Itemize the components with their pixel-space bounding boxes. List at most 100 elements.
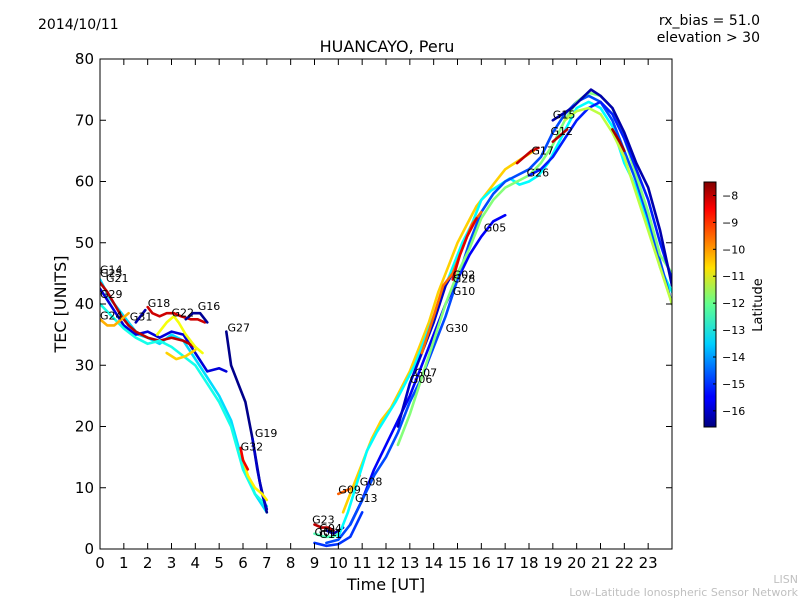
y-axis: 0 10 20 30 40 50 60 70 80 [75, 50, 672, 558]
series-line-g13 [337, 100, 672, 539]
y-tick-label: 30 [75, 356, 94, 374]
x-tick-label: 6 [238, 554, 248, 572]
satellite-label-g31: G31 [130, 311, 153, 324]
elevation-label: elevation > 30 [656, 30, 760, 46]
series-line-g19 [251, 437, 269, 511]
rx-bias-label: rx_bias = 51.0 [658, 13, 760, 29]
meta-block: rx_bias = 51.0 elevation > 30 [657, 13, 760, 47]
x-tick-label: 9 [310, 554, 320, 572]
satellite-label-g13: G13 [355, 492, 378, 505]
satellite-label-g19: G19 [255, 427, 278, 440]
y-tick-label: 40 [75, 295, 94, 313]
y-tick-label: 50 [75, 234, 94, 252]
x-tick-label: 20 [567, 554, 586, 572]
series-line-g17 [515, 146, 540, 165]
series-line-g15 [551, 88, 672, 287]
series-line-g10 [420, 210, 483, 355]
date-label: 2014/10/11 [38, 17, 119, 33]
x-tick-label: 1 [119, 554, 129, 572]
satellite-label-g25: G25 [100, 267, 123, 280]
satellite-label-g24: G24 [100, 309, 123, 322]
colorbar-tick-label: −12 [722, 297, 745, 310]
satellite-label-g04: G04 [319, 522, 342, 535]
series-line-g24 [100, 311, 130, 327]
series-line-g01 [313, 532, 340, 539]
plot-area [100, 59, 672, 549]
x-tick-label: 5 [214, 554, 224, 572]
series-line-g16 [184, 311, 209, 324]
x-tick-label: 17 [496, 554, 515, 572]
colorbar-tick-label: −11 [722, 270, 745, 283]
satellite-label-g17: G17 [531, 145, 554, 158]
x-tick-label: 19 [543, 554, 562, 572]
y-tick-label: 0 [84, 540, 94, 558]
satellite-label-g21: G21 [106, 272, 129, 285]
series-line-g21 [100, 281, 197, 349]
x-tick-label: 21 [591, 554, 610, 572]
x-tick-label: 13 [400, 554, 419, 572]
satellite-label-g01: G01 [315, 526, 338, 539]
y-tick-label: 10 [75, 479, 94, 497]
x-tick-label: 8 [286, 554, 296, 572]
satellite-label-g09: G09 [338, 483, 361, 496]
x-tick-label: 10 [329, 554, 348, 572]
y-tick-label: 80 [75, 50, 94, 68]
series-line-g22 [155, 315, 204, 355]
series-line-g31 [134, 308, 147, 324]
x-tick-label: 18 [519, 554, 538, 572]
series-line-g32r [239, 446, 250, 471]
x-axis-label: Time [UT] [346, 575, 425, 594]
x-tick-label: 4 [191, 554, 201, 572]
satellite-label-g10: G10 [453, 285, 476, 298]
satellite-label-g14: G14 [100, 263, 123, 276]
satellite-label-g28: G28 [453, 273, 476, 286]
satellite-label-g16: G16 [198, 300, 221, 313]
x-tick-label: 23 [639, 554, 658, 572]
x-tick-label: 0 [95, 554, 105, 572]
satellite-label-g06: G06 [410, 373, 433, 386]
colorbar-tick-label: −9 [722, 216, 738, 229]
series-line-g06 [325, 94, 672, 545]
series-line-g02 [451, 217, 478, 281]
satellite-label-g11: G11 [319, 528, 342, 541]
satellite-label-g08: G08 [360, 475, 383, 488]
colorbar-gradient [703, 181, 717, 428]
satellite-label-g12: G12 [551, 125, 574, 138]
x-tick-label: 16 [472, 554, 491, 572]
series-line-g28 [563, 106, 672, 306]
x-axis: 0 1 2 3 4 5 6 7 8 9 10 11 12 13 14 15 16 17 18 19 20 21 22 23 [95, 59, 658, 572]
series-line-g16b [611, 128, 626, 153]
colorbar-tick-label: −15 [722, 378, 745, 391]
y-tick-label: 60 [75, 173, 94, 191]
satellite-label-g26: G26 [527, 167, 550, 180]
satellite-label-g18: G18 [148, 297, 171, 310]
colorbar-tick-label: −8 [722, 189, 738, 202]
series-line-g05 [349, 213, 507, 526]
satellite-label-g32: G32 [241, 440, 264, 453]
series-line-g26 [527, 100, 672, 281]
series-line-g12 [551, 128, 569, 143]
chart-title: HUANCAYO, Peru [320, 37, 455, 56]
colorbar-tick-label: −14 [722, 351, 745, 364]
satellite-label-g29: G29 [100, 288, 123, 301]
x-tick-label: 12 [376, 554, 395, 572]
colorbar: −8 −9 −10 −11 −12 −13 −14 −15 −16 Latitude [703, 181, 766, 428]
satellite-label-g23: G23 [312, 513, 335, 526]
x-tick-label: 7 [262, 554, 272, 572]
y-tick-label: 70 [75, 111, 94, 129]
colorbar-label: Latitude [751, 278, 766, 332]
footer-lisn: LISN [773, 573, 798, 586]
footer: LISN Low-Latitude Ionospheric Sensor Net… [569, 573, 798, 599]
satellite-label-g27: G27 [228, 322, 251, 335]
x-tick-label: 15 [448, 554, 467, 572]
x-tick-label: 22 [615, 554, 634, 572]
satellite-label-g07: G07 [415, 366, 438, 379]
colorbar-tick-label: −13 [722, 324, 745, 337]
satellite-label-g22: G22 [172, 306, 195, 319]
y-tick-label: 20 [75, 418, 94, 436]
x-tick-label: 3 [167, 554, 177, 572]
x-tick-label: 11 [353, 554, 372, 572]
footer-network: Low-Latitude Ionospheric Sensor Network [569, 586, 798, 599]
